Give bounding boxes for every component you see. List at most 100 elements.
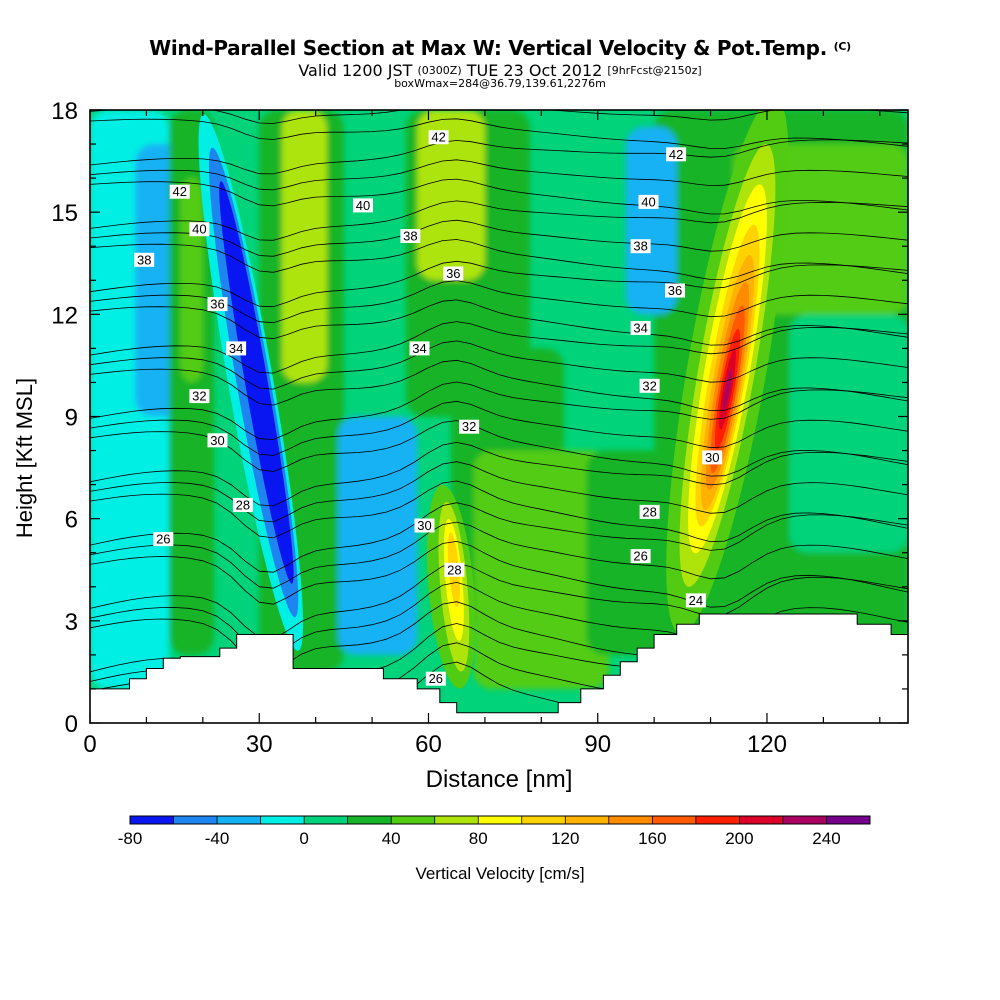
theta-label-box xyxy=(665,283,685,298)
theta-label: 30 xyxy=(207,433,228,448)
box-info: boxWmax=284@36.79,139.61,2276m xyxy=(394,77,606,90)
x-tick-label: 120 xyxy=(747,731,787,758)
theta-label-text: 40 xyxy=(356,198,370,213)
colorbar-swatch xyxy=(217,816,261,824)
theta-label-text: 30 xyxy=(705,450,719,465)
theta-label-text: 26 xyxy=(156,532,170,547)
theta-label-text: 34 xyxy=(229,341,243,356)
theta-label-box xyxy=(444,562,465,577)
theta-label-text: 30 xyxy=(417,518,431,533)
colorbar-tick-label: 0 xyxy=(299,829,308,848)
colorbar-swatch xyxy=(565,816,610,824)
theta-label-text: 34 xyxy=(412,341,426,356)
x-tick-label: 30 xyxy=(246,731,273,758)
isentrope-line xyxy=(90,57,908,83)
y-axis-label-box: Height [Kft MSL] xyxy=(10,308,40,608)
theta-label: 36 xyxy=(443,266,464,281)
theta-label: 42 xyxy=(428,130,449,145)
isentrope-line xyxy=(90,200,908,241)
theta-label-box xyxy=(134,252,155,267)
isentrope-line xyxy=(90,502,908,573)
theta-label-box xyxy=(630,239,651,254)
x-tick-label: 60 xyxy=(415,731,442,758)
theta-label-text: 34 xyxy=(633,321,647,336)
terrain-mask xyxy=(90,613,908,723)
colorbar-swatch xyxy=(652,816,697,824)
theta-label-text: 42 xyxy=(669,147,683,162)
valid-utc: (0300Z) xyxy=(417,64,462,77)
isentrope-line xyxy=(90,118,908,149)
theta-label-text: 28 xyxy=(642,504,656,519)
velocity-region xyxy=(417,110,485,281)
colorbar-swatch xyxy=(260,816,305,824)
colorbar-tick-label: 160 xyxy=(638,829,666,848)
valid-date: TUE 23 Oct 2012 xyxy=(466,61,603,80)
theta-label: 30 xyxy=(702,450,723,465)
y-tick-label: 3 xyxy=(65,609,78,636)
theta-label-box xyxy=(353,198,373,213)
theta-label: 28 xyxy=(639,504,660,519)
theta-label-text: 26 xyxy=(633,549,647,564)
theta-label: 30 xyxy=(414,518,435,533)
theta-label-text: 38 xyxy=(403,229,417,244)
isentrope-line xyxy=(90,239,908,280)
theta-label-text: 28 xyxy=(236,498,250,513)
theta-label: 34 xyxy=(630,321,651,336)
isentrope-line xyxy=(90,480,908,543)
theta-label-box xyxy=(685,593,706,608)
chart-title: Wind-Parallel Section at Max W: Vertical… xyxy=(0,36,1000,60)
theta-label-text: 42 xyxy=(431,130,445,145)
y-axis-label: Height [Kft MSL] xyxy=(12,377,37,539)
y-tick-label: 0 xyxy=(65,711,78,738)
velocity-region xyxy=(625,127,677,315)
theta-label: 40 xyxy=(353,198,373,213)
y-tick-label: 9 xyxy=(65,405,78,432)
colorbar-tick-label: -80 xyxy=(118,829,143,848)
theta-label-text: 30 xyxy=(210,433,224,448)
x-axis-label: Distance [nm] xyxy=(425,766,573,793)
theta-label: 32 xyxy=(639,378,660,393)
isentrope-line xyxy=(90,521,908,589)
theta-label-text: 28 xyxy=(447,562,461,577)
theta-label-box xyxy=(428,130,449,145)
theta-label-box xyxy=(702,450,723,465)
isentrope-line xyxy=(90,139,908,175)
theta-label-box xyxy=(189,389,210,404)
theta-label: 26 xyxy=(425,671,446,686)
theta-label-text: 26 xyxy=(429,671,443,686)
x-tick-label: 90 xyxy=(584,731,611,758)
isentrope-line xyxy=(90,219,908,257)
isentrope-line xyxy=(90,178,908,215)
theta-label-text: 40 xyxy=(192,222,206,237)
colorbar-swatch xyxy=(434,816,479,824)
velocity-plume xyxy=(723,369,732,410)
colorbar-tick-label: 200 xyxy=(725,829,753,848)
velocity-region xyxy=(281,110,327,383)
theta-label: 34 xyxy=(409,341,430,356)
x-tick-label: 0 xyxy=(83,731,96,758)
theta-label: 32 xyxy=(189,389,210,404)
theta-label-box xyxy=(630,321,651,335)
colorbar-tick-label: 120 xyxy=(551,829,579,848)
velocity-field: 42 40 38 36 34 32 30 28 26 42 40 38 36 34 32 30 28 26 42 40… xyxy=(90,57,908,723)
colorbar-swatch xyxy=(521,816,566,824)
theta-label: 28 xyxy=(444,562,465,577)
theta-label-box xyxy=(459,419,480,434)
y-tick-label: 6 xyxy=(65,507,78,534)
theta-label: 24 xyxy=(685,593,706,608)
copyright-mark: (C) xyxy=(833,40,852,53)
theta-label: 32 xyxy=(459,419,480,434)
colorbar-tick-label: 240 xyxy=(812,829,840,848)
colorbar-label: Vertical Velocity [cm/s] xyxy=(415,864,585,883)
theta-label: 38 xyxy=(630,239,651,254)
theta-label-box xyxy=(232,498,253,512)
theta-label-text: 36 xyxy=(668,283,682,298)
theta-label-text: 38 xyxy=(633,239,647,254)
velocity-region xyxy=(180,178,203,383)
colorbar-swatch xyxy=(304,816,348,824)
isentrope-line xyxy=(90,340,908,390)
isentrope-line xyxy=(90,159,908,191)
theta-label-box xyxy=(425,671,446,686)
colorbar-swatch xyxy=(695,816,740,824)
